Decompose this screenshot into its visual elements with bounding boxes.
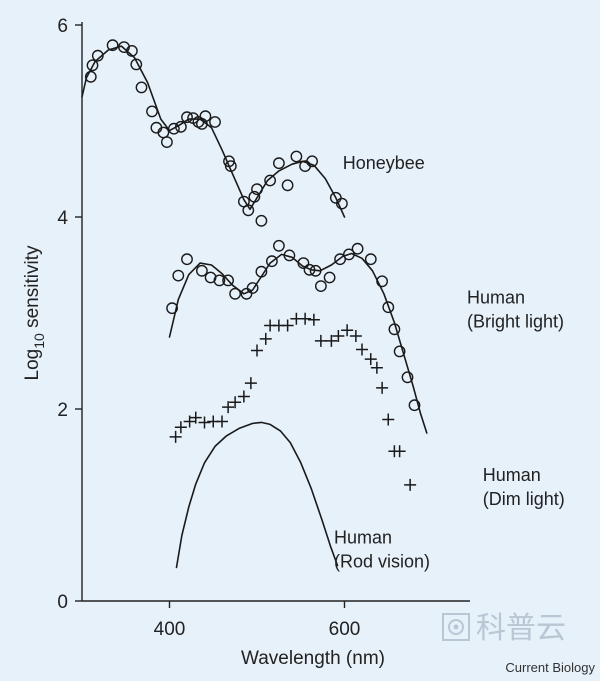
plus-point-s2-20 (325, 334, 338, 347)
circle-point-s0-29 (281, 179, 294, 192)
plus-point-s2-6 (216, 415, 228, 428)
annotation-0: Honeybee (343, 153, 425, 173)
circle-point-s0-1 (86, 59, 99, 72)
plus-point-s2-7 (222, 401, 235, 414)
circle-point-s0-18 (199, 110, 212, 123)
circle-point-s1-26 (393, 345, 406, 358)
plus-point-s2-24 (356, 343, 368, 356)
x-axis-title: Wavelength (nm) (241, 648, 385, 669)
annotation-1-line-1: (Bright light) (467, 311, 564, 331)
plus-point-s2-23 (349, 330, 362, 343)
circle-point-s1-9 (246, 282, 259, 294)
fit-curve-5 (175, 421, 339, 569)
circle-point-s0-2 (91, 49, 104, 62)
circle-point-s0-23 (242, 204, 255, 217)
circle-point-s0-0 (84, 70, 97, 83)
circle-point-s1-17 (314, 280, 327, 292)
plus-point-s2-12 (259, 332, 272, 345)
plus-point-s2-4 (198, 416, 211, 429)
plus-point-s2-19 (314, 334, 327, 347)
annotation-3: Human (Rod vision) (334, 527, 430, 571)
y-tick-label-4: 4 (57, 208, 68, 229)
plus-point-s2-25 (364, 353, 377, 366)
y-axis-title-rest: sensitivity (22, 245, 43, 333)
circle-point-s0-6 (130, 58, 143, 71)
circle-point-s1-2 (181, 253, 193, 266)
plus-point-s2-17 (299, 312, 312, 325)
plot-area (81, 39, 428, 569)
fit-curve-3 (81, 45, 346, 218)
plus-point-s2-26 (370, 361, 383, 374)
circle-point-s0-30 (290, 150, 303, 163)
axes (81, 22, 470, 602)
circle-point-s0-26 (255, 214, 268, 227)
plus-point-s2-11 (251, 344, 263, 357)
fit-curve-4 (168, 252, 428, 434)
watermark-logo-icon (442, 613, 470, 641)
circle-point-s1-0 (166, 302, 179, 315)
circle-point-s1-5 (213, 274, 226, 287)
y-tick-label-0: 0 (57, 592, 68, 613)
circle-point-s0-8 (146, 105, 158, 118)
watermark: 科普云 (442, 611, 566, 646)
circle-point-s1-1 (172, 269, 185, 282)
circle-point-s0-19 (209, 116, 221, 128)
circle-point-s1-7 (229, 287, 242, 300)
circle-point-s1-12 (272, 239, 285, 252)
circle-point-s1-28 (408, 399, 421, 412)
y-tick-label-6: 6 (57, 16, 68, 37)
plus-point-s2-8 (229, 396, 242, 409)
annotation-1-line-0: Human (467, 287, 525, 307)
circle-point-s0-32 (306, 155, 318, 168)
y-axis-title-subscript: 10 (31, 333, 47, 349)
y-axis-title-main: Log (22, 349, 43, 381)
y-tick-label-2: 2 (57, 400, 68, 421)
plus-point-s2-18 (307, 313, 320, 326)
plus-point-s2-3 (189, 411, 202, 424)
y-axis-title: Log10 sensitivity (22, 245, 47, 380)
circle-point-s0-11 (160, 136, 173, 149)
plus-point-s2-1 (174, 421, 187, 434)
plus-point-s2-22 (341, 324, 354, 337)
circle-point-s0-34 (335, 197, 348, 210)
circle-point-s0-3 (106, 39, 119, 52)
circle-point-s1-11 (265, 255, 278, 268)
circle-point-s1-18 (323, 271, 336, 284)
tick-layer: 400 600 0 2 4 6 (57, 16, 360, 640)
annotation-3-line-0: Human (334, 527, 392, 547)
plus-point-s2-0 (169, 430, 182, 443)
annotation-2: Human (Dim light) (483, 465, 565, 509)
annotation-1: Human (Bright light) (467, 287, 564, 331)
circle-point-s1-27 (401, 371, 414, 384)
circle-point-s1-19 (334, 253, 346, 266)
annotation-2-line-0: Human (483, 465, 541, 485)
circle-point-s1-21 (351, 242, 364, 255)
source-label: Current Biology (505, 660, 595, 675)
plus-point-s2-9 (237, 390, 250, 403)
plus-point-s2-27 (376, 381, 389, 394)
circle-point-s1-6 (222, 274, 235, 287)
plus-point-s2-30 (393, 445, 406, 458)
circle-point-s0-27 (264, 174, 276, 187)
watermark-text: 科普云 (476, 611, 566, 646)
plus-point-s2-10 (244, 377, 257, 390)
plus-point-s2-21 (332, 330, 345, 343)
plus-point-s2-2 (183, 415, 196, 428)
circle-point-s0-7 (135, 81, 148, 94)
annotation-0-line-0: Honeybee (343, 153, 425, 173)
plus-point-s2-15 (281, 319, 294, 332)
circle-point-s0-14 (181, 111, 193, 124)
circle-point-s1-3 (195, 264, 208, 277)
annotation-3-line-1: (Rod vision) (334, 551, 430, 571)
plus-point-s2-28 (382, 413, 395, 426)
plus-point-s2-31 (404, 478, 417, 491)
circle-point-s1-22 (364, 253, 377, 266)
circle-point-s1-24 (382, 301, 395, 314)
circle-point-s0-28 (272, 157, 285, 170)
annotation-layer: Honeybee Human (Bright light) Human (Dim lig… (334, 153, 565, 571)
x-tick-label-600: 600 (329, 619, 361, 640)
x-tick-label-400: 400 (154, 619, 186, 640)
annotation-2-line-1: (Dim light) (483, 489, 565, 509)
